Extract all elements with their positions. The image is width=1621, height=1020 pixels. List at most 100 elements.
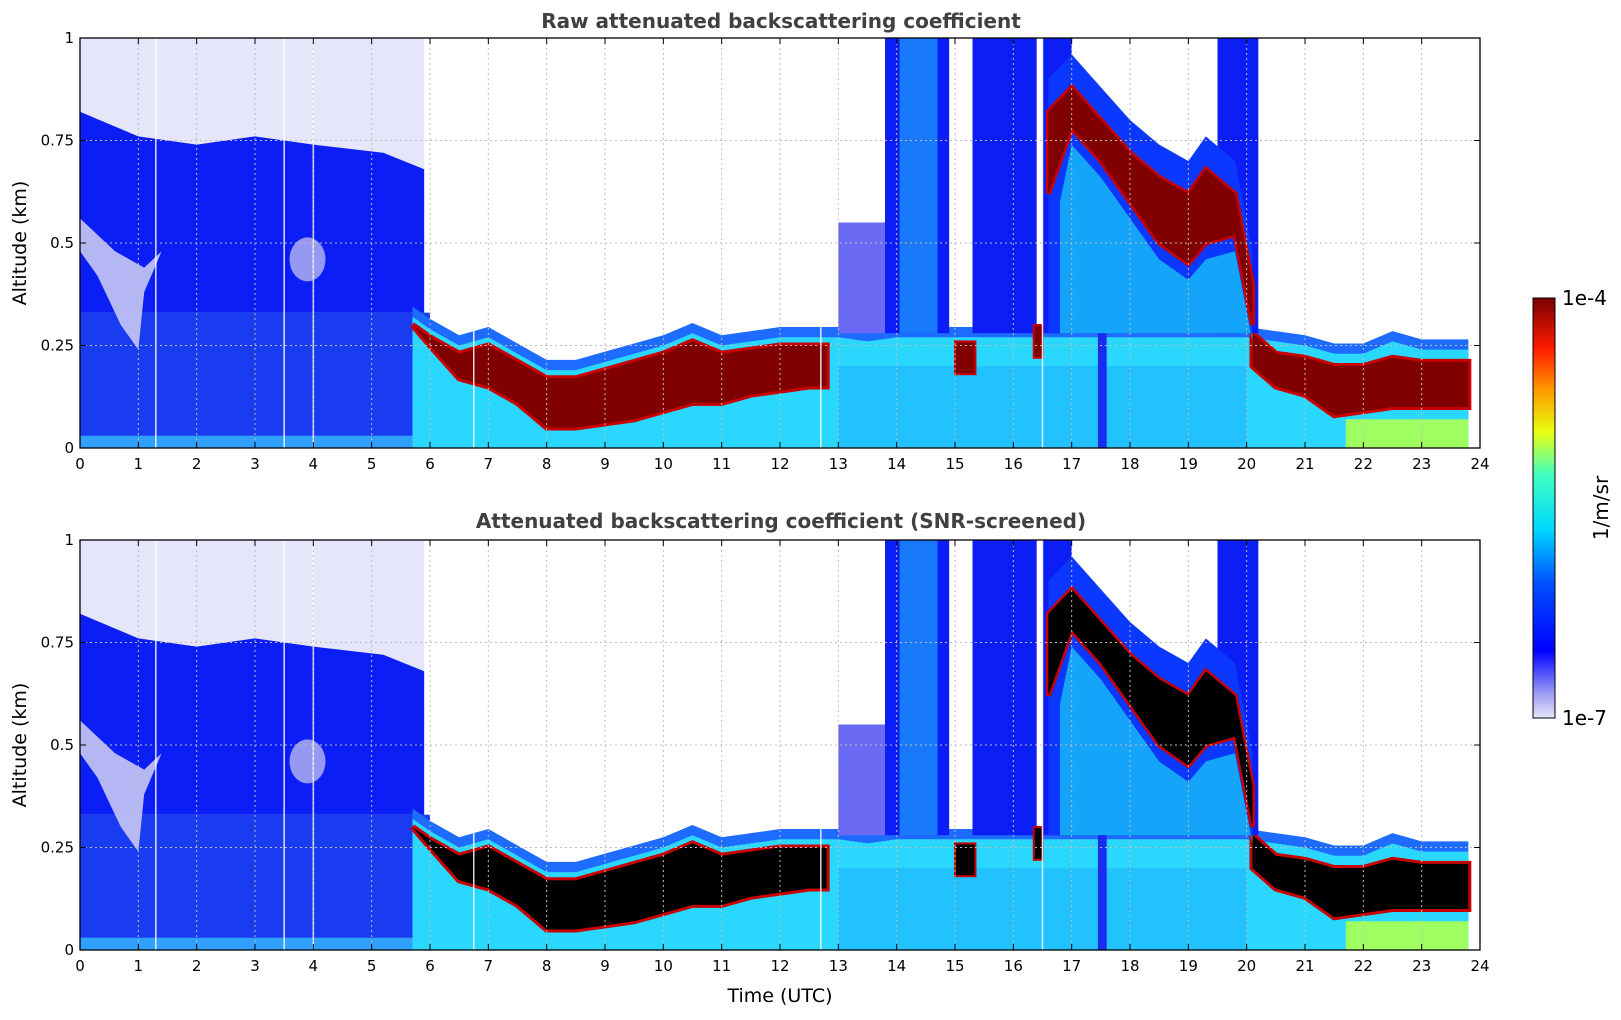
x-tick-label: 17	[1062, 455, 1081, 473]
x-tick-label: 5	[367, 957, 377, 975]
x-tick-label: 23	[1412, 455, 1431, 473]
cloud-column	[838, 222, 885, 334]
cloud-column	[972, 540, 1037, 836]
x-tick-label: 14	[887, 455, 906, 473]
x-tick-label: 20	[1237, 957, 1256, 975]
x-tick-label: 1	[134, 957, 144, 975]
low-cloud	[1032, 826, 1044, 861]
y-tick-label: 0.5	[50, 234, 74, 252]
x-tick-label: 5	[367, 455, 377, 473]
clear-streak	[80, 720, 162, 852]
late-band	[1252, 835, 1469, 918]
x-tick-label: 24	[1470, 455, 1489, 473]
x-tick-label: 10	[654, 455, 673, 473]
heatmap-raw	[80, 38, 1472, 448]
grid-lines	[80, 540, 1480, 950]
ground-layer	[80, 937, 430, 950]
x-tick-label: 10	[654, 957, 673, 975]
colorbar-min-label: 1e-7	[1562, 706, 1607, 730]
ground-layer	[80, 435, 430, 448]
chart-title: Raw attenuated backscattering coefficien…	[541, 9, 1021, 33]
x-tick-label: 21	[1295, 455, 1314, 473]
y-axis-label: Altitude (km)	[9, 683, 31, 808]
precip-column	[899, 38, 938, 334]
cloud-layer	[1048, 589, 1253, 827]
x-tick-label: 1	[134, 455, 144, 473]
x-tick-label: 12	[770, 455, 789, 473]
x-tick-label: 22	[1354, 455, 1373, 473]
x-tick-label: 7	[484, 957, 494, 975]
x-tick-label: 16	[1004, 455, 1023, 473]
x-axis-label: Time (UTC)	[726, 985, 832, 1007]
x-tick-label: 4	[309, 957, 319, 975]
x-tick-label: 24	[1470, 957, 1489, 975]
heatmap-screened	[80, 540, 1472, 950]
x-tick-label: 13	[829, 455, 848, 473]
axis-ticks: 0 1 2 3 4 5 6 7 8 9 10 11 12 13 14 15 16 17 18 19 20 21 22 23 24…	[41, 29, 1490, 473]
y-tick-label: 0	[64, 439, 74, 457]
low-cloud	[954, 340, 977, 376]
x-tick-label: 15	[945, 455, 964, 473]
colorbar: 1e-4 1e-7 1/m/sr	[1532, 286, 1613, 730]
chart-title: Attenuated backscattering coefficient (S…	[476, 509, 1086, 533]
y-tick-label: 1	[64, 29, 74, 47]
aerosol-band	[412, 827, 827, 930]
axis-ticks: 0 1 2 3 4 5 6 7 8 9 10 11 12 13 14 15 16 17 18 19 20 21 22 23 24…	[41, 531, 1490, 975]
x-tick-label: 0	[75, 455, 85, 473]
x-tick-label: 12	[770, 957, 789, 975]
cloud-layer	[1048, 87, 1253, 325]
x-tick-label: 13	[829, 957, 848, 975]
clear-streak	[80, 218, 162, 350]
cloud-virga	[1060, 646, 1253, 844]
x-tick-label: 7	[484, 455, 494, 473]
surface-layer	[1345, 419, 1469, 448]
x-tick-label: 18	[1120, 455, 1139, 473]
x-tick-label: 11	[712, 455, 731, 473]
late-band	[1252, 333, 1469, 416]
x-tick-label: 2	[192, 455, 202, 473]
x-tick-label: 6	[425, 455, 435, 473]
y-tick-label: 0.75	[41, 634, 74, 652]
precip-streak	[1097, 835, 1107, 950]
y-tick-label: 1	[64, 531, 74, 549]
x-tick-label: 17	[1062, 957, 1081, 975]
clear-patch	[289, 739, 326, 784]
x-tick-label: 23	[1412, 957, 1431, 975]
x-tick-label: 15	[945, 957, 964, 975]
x-tick-label: 19	[1179, 455, 1198, 473]
cloud-virga	[1060, 144, 1253, 342]
precip-streak	[1097, 333, 1107, 448]
x-tick-label: 16	[1004, 957, 1023, 975]
x-tick-label: 21	[1295, 957, 1314, 975]
x-tick-label: 2	[192, 957, 202, 975]
blue-haze	[80, 111, 425, 313]
colorbar-gradient	[1532, 297, 1556, 719]
precip-column	[899, 540, 938, 836]
x-tick-label: 18	[1120, 957, 1139, 975]
aerosol-band	[412, 325, 827, 428]
x-tick-label: 9	[600, 957, 610, 975]
colorbar-unit-label: 1/m/sr	[1589, 475, 1613, 540]
x-tick-label: 20	[1237, 455, 1256, 473]
x-tick-label: 11	[712, 957, 731, 975]
y-tick-label: 0.25	[41, 839, 74, 857]
surface-layer	[1345, 921, 1469, 950]
x-tick-label: 4	[309, 455, 319, 473]
x-tick-label: 9	[600, 455, 610, 473]
x-tick-label: 0	[75, 957, 85, 975]
x-tick-label: 3	[250, 957, 260, 975]
x-tick-label: 14	[887, 957, 906, 975]
grid-lines	[80, 38, 1480, 448]
y-tick-label: 0	[64, 941, 74, 959]
y-tick-label: 0.75	[41, 132, 74, 150]
x-tick-label: 6	[425, 957, 435, 975]
clear-gap	[952, 540, 973, 819]
cloud-column	[838, 724, 885, 836]
blue-haze	[80, 613, 425, 815]
x-tick-label: 19	[1179, 957, 1198, 975]
x-tick-label: 8	[542, 455, 552, 473]
y-tick-label: 0.5	[50, 736, 74, 754]
cloud-column	[972, 38, 1037, 334]
x-tick-label: 22	[1354, 957, 1373, 975]
